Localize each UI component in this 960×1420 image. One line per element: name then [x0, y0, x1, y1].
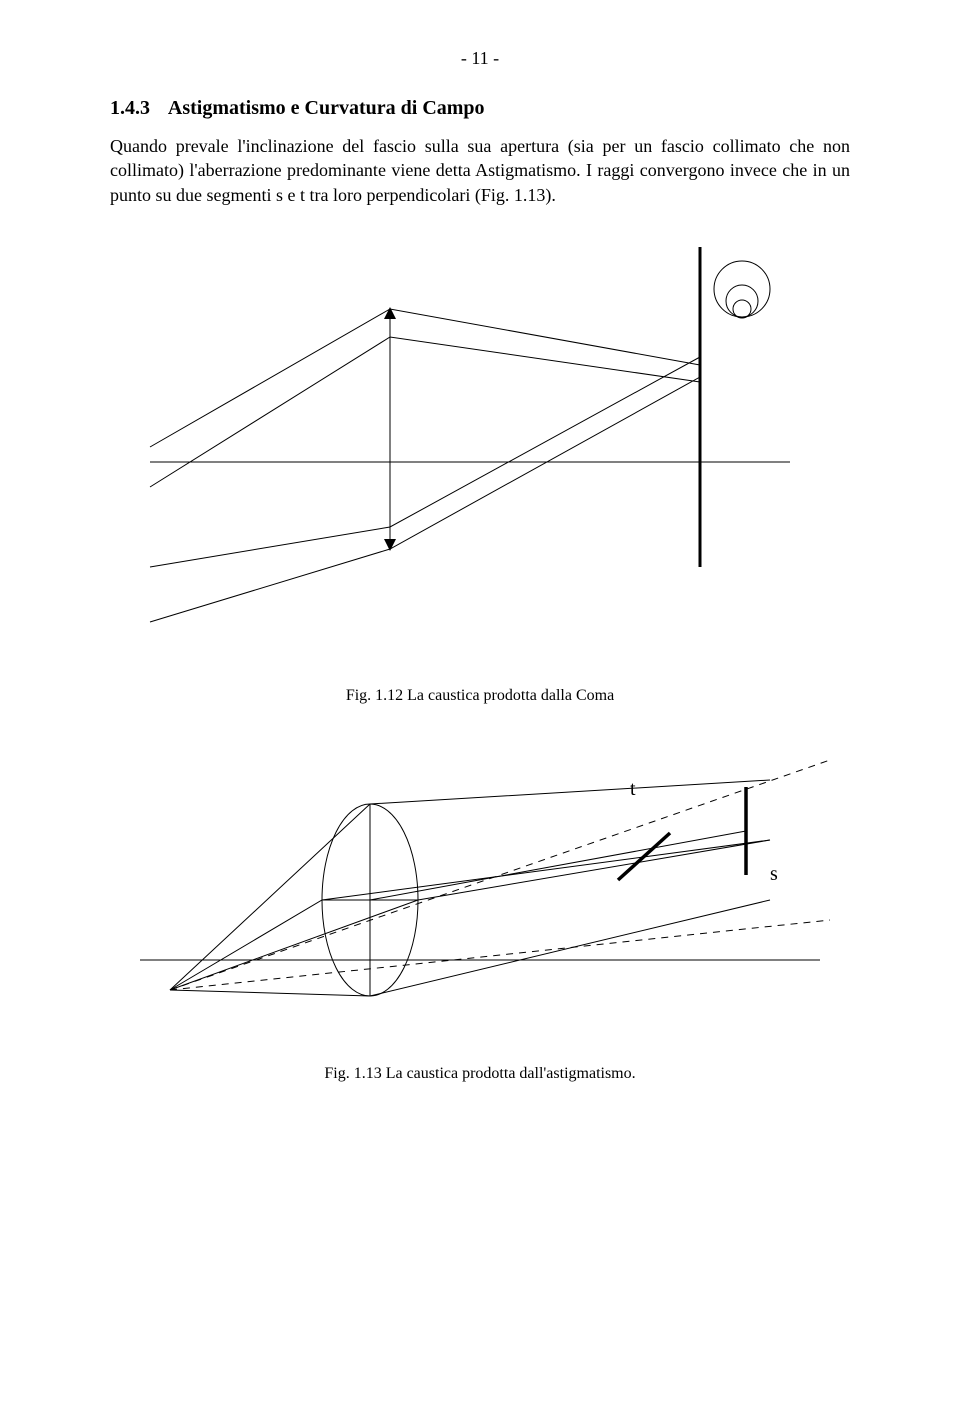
- figure-astigmatism-caustic: ts: [110, 725, 850, 1045]
- figure-2-caption: Fig. 1.13 La caustica prodotta dall'asti…: [110, 1065, 850, 1083]
- section-heading: 1.4.3 Astigmatismo e Curvatura di Campo: [110, 97, 850, 120]
- svg-text:s: s: [770, 863, 778, 885]
- figure-coma-caustic: [110, 227, 850, 667]
- heading-number: 1.4.3: [110, 97, 150, 120]
- body-paragraph: Quando prevale l'inclinazione del fascio…: [110, 134, 850, 207]
- heading-title: Astigmatismo e Curvatura di Campo: [168, 97, 485, 119]
- figure-1-caption: Fig. 1.12 La caustica prodotta dalla Com…: [110, 687, 850, 705]
- svg-text:t: t: [630, 778, 636, 800]
- page-number: - 11 -: [110, 48, 850, 69]
- page: - 11 - 1.4.3 Astigmatismo e Curvatura di…: [0, 0, 960, 1420]
